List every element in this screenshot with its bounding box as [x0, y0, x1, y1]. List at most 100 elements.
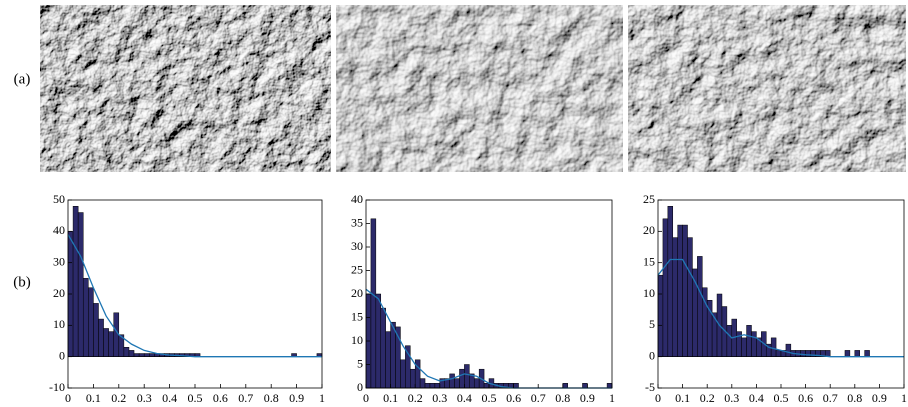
x-tick-label: 0.6: [213, 391, 228, 405]
y-tick-label: 0: [59, 348, 65, 362]
x-tick-label: 0.7: [823, 391, 838, 405]
x-tick-label: 0.3: [432, 391, 447, 405]
histogram-bar: [414, 359, 421, 389]
histogram-bar: [375, 293, 382, 389]
x-tick-label: 0: [363, 391, 369, 405]
x-tick-label: 0.7: [531, 391, 546, 405]
histogram-bar: [138, 353, 145, 357]
histogram-bar: [410, 368, 416, 389]
y-tick-label: 40: [53, 223, 65, 237]
histogram-bar: [513, 383, 519, 389]
y-tick-label: 50: [53, 192, 65, 206]
histogram-bar: [424, 383, 431, 389]
histogram-bar: [77, 212, 84, 357]
x-tick-label: 0.8: [264, 391, 279, 405]
x-tick-label: 0.2: [111, 391, 126, 405]
histogram-bar: [434, 383, 441, 389]
x-tick-label: 0.3: [137, 391, 152, 405]
y-tick-label: 0: [649, 348, 655, 362]
histogram-bar: [864, 350, 870, 357]
x-tick-label: 0: [655, 391, 661, 405]
histogram-bar: [98, 318, 104, 357]
x-tick-label: 0.8: [847, 391, 862, 405]
histogram-bar: [657, 274, 664, 357]
histogram-bar: [697, 256, 703, 357]
histogram-bar: [473, 378, 480, 389]
y-tick-label: 40: [351, 192, 363, 206]
histogram-bar: [108, 331, 114, 357]
histogram-bar: [687, 237, 693, 357]
histogram-bar: [805, 350, 811, 357]
y-tick-label: 20: [53, 286, 65, 300]
x-tick-label: 0.8: [555, 391, 570, 405]
histogram-bar: [854, 350, 860, 357]
y-tick-label: 10: [53, 317, 65, 331]
histogram-bar: [464, 364, 470, 389]
y-tick-label: 10: [351, 333, 363, 347]
histogram-bar: [419, 378, 426, 389]
y-tick-label: 25: [351, 262, 363, 276]
x-tick-label: 0.4: [162, 391, 177, 405]
x-tick-label: 0.1: [86, 391, 101, 405]
x-tick-label: 1: [609, 391, 615, 405]
fit-curve: [657, 258, 904, 358]
histogram-bar: [667, 206, 674, 357]
x-tick-label: 1: [901, 391, 907, 405]
surface-image: [40, 5, 331, 172]
histogram-bar: [400, 359, 406, 389]
panel-label: (a): [14, 71, 31, 87]
y-tick-label: 5: [357, 356, 363, 370]
x-tick-label: 0.9: [580, 391, 595, 405]
histogram-bar: [775, 350, 782, 357]
histogram-bar: [746, 325, 752, 357]
histogram-bar: [149, 353, 155, 357]
histogram-bar: [385, 331, 391, 389]
x-tick-label: 0.9: [289, 391, 304, 405]
x-tick-label: 0: [65, 391, 71, 405]
histogram-bar: [459, 368, 465, 389]
histogram-bar: [72, 206, 79, 357]
histogram-bar: [483, 383, 490, 389]
histogram-bar: [800, 350, 806, 357]
y-tick-label: 25: [643, 192, 655, 206]
y-tick-label: 30: [351, 239, 363, 253]
histogram-bar: [454, 378, 460, 389]
x-tick-label: 0.1: [383, 391, 398, 405]
histogram-bar: [429, 383, 436, 389]
histogram-bar: [88, 287, 94, 357]
histogram-bar: [785, 343, 792, 357]
histogram-bar: [677, 224, 683, 357]
histogram-bar: [662, 218, 669, 357]
x-tick-label: 0.3: [724, 391, 739, 405]
histogram-bar: [143, 353, 150, 357]
histogram-bar: [380, 307, 386, 389]
y-tick-label: 20: [643, 223, 655, 237]
y-tick-label: -10: [49, 380, 65, 394]
surface-image: [336, 5, 623, 172]
y-tick-label: 15: [351, 309, 363, 323]
x-tick-label: 0.2: [408, 391, 423, 405]
histogram-bar: [770, 337, 777, 357]
x-tick-label: 0.4: [749, 391, 764, 405]
y-tick-label: -5: [645, 380, 655, 394]
histogram-bar: [390, 321, 396, 389]
x-tick-label: 0.4: [457, 391, 472, 405]
x-tick-label: 0.5: [774, 391, 789, 405]
y-tick-label: 5: [649, 317, 655, 331]
histogram-bar: [741, 337, 747, 357]
histogram-bar: [449, 373, 455, 389]
histogram-bar: [672, 237, 678, 357]
plot-frame: [67, 199, 323, 389]
y-tick-label: 0: [357, 380, 363, 394]
panel-label: (b): [13, 274, 31, 290]
histogram-bar: [93, 303, 99, 357]
y-tick-label: 30: [53, 254, 65, 268]
y-tick-label: 35: [351, 215, 363, 229]
histogram-bar: [123, 347, 130, 357]
x-tick-label: 0.1: [675, 391, 690, 405]
x-tick-label: 0.6: [798, 391, 813, 405]
x-tick-label: 0.7: [238, 391, 253, 405]
histogram-bar: [606, 383, 613, 389]
y-tick-label: 20: [351, 286, 363, 300]
histogram-bar: [562, 383, 568, 389]
